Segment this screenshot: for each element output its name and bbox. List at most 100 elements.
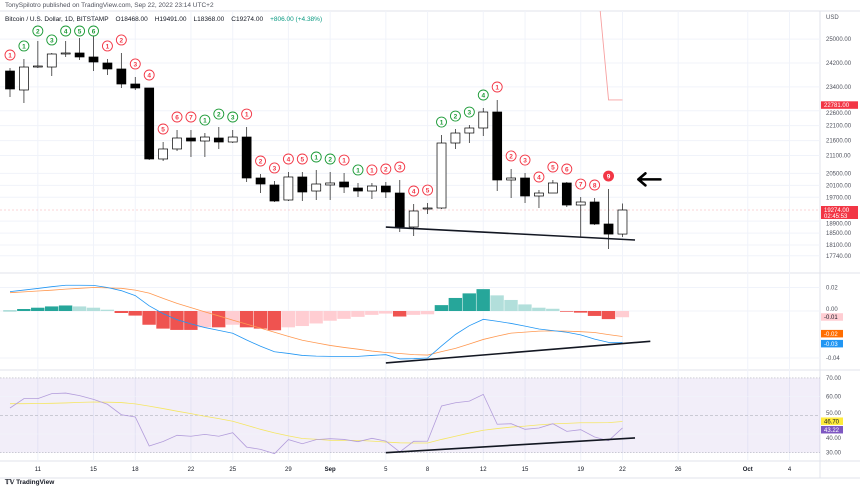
td-count-marker: 4 <box>408 185 420 197</box>
td-count-circle <box>282 153 294 165</box>
td-count-marker: 5 <box>74 25 86 37</box>
td-count-circle <box>352 164 364 176</box>
candle <box>492 100 503 192</box>
td-count-number: 5 <box>426 187 430 194</box>
td-count-marker: 4 <box>477 89 489 101</box>
candle <box>88 32 99 72</box>
td-count-circle <box>101 40 113 52</box>
macd-histogram-bar <box>546 308 560 311</box>
candle <box>186 130 196 157</box>
candle-body <box>269 184 280 202</box>
candle-body <box>367 185 377 192</box>
tv-logo-icon: 𝕋𝕍 <box>5 479 17 486</box>
td-count-number: 3 <box>273 165 277 172</box>
candle-body <box>297 176 308 193</box>
candle-body <box>186 137 196 142</box>
candle-body <box>158 148 168 160</box>
candle-body <box>492 111 503 181</box>
td-count-number: 2 <box>384 166 388 173</box>
td-count-circle <box>408 185 420 197</box>
candle <box>102 58 113 75</box>
macd-histogram-bar <box>337 311 351 319</box>
macd-histogram-bar <box>601 311 616 320</box>
symbol-title[interactable]: Bitcoin / U.S. Dollar, 1D, BITSTAMP <box>5 16 109 23</box>
td-count-marker: 1 <box>241 108 253 120</box>
td-count-marker: 3 <box>463 106 475 118</box>
candle <box>478 108 489 136</box>
candle-body <box>408 210 419 228</box>
candle-body <box>283 176 294 201</box>
candle <box>520 173 530 204</box>
tradingview-logo[interactable]: 𝕋𝕍 TradingView <box>5 478 54 486</box>
td-count-number: 5 <box>161 126 165 133</box>
candle <box>394 180 405 232</box>
candle-body <box>561 182 572 206</box>
candle <box>269 180 280 202</box>
macd-histogram-bar <box>434 305 449 311</box>
td-count-circle <box>115 34 127 46</box>
td-count-circle <box>60 25 72 37</box>
macd-histogram-bar <box>142 311 156 325</box>
td-count-circle <box>519 154 531 166</box>
td-count-marker: 6 <box>88 25 99 37</box>
td-count-number: 6 <box>92 28 96 35</box>
candle-body <box>450 132 461 144</box>
td-count-number: 4 <box>537 174 541 181</box>
td-count-number: 3 <box>523 157 527 164</box>
candle <box>422 203 433 214</box>
td-count-number: 7 <box>579 181 583 188</box>
td-count-number: 1 <box>495 84 499 91</box>
candle-body <box>534 192 544 197</box>
macd-value-tag <box>821 313 843 321</box>
candle <box>255 174 266 194</box>
time-tick-label: Oct <box>743 467 753 473</box>
td-count-number: 1 <box>314 154 318 161</box>
td-count-marker: 3 <box>129 58 141 70</box>
candle <box>380 182 391 198</box>
candle <box>116 52 127 88</box>
td-count-circle <box>324 153 336 165</box>
macd-histogram-bar <box>420 311 435 315</box>
macd-histogram-bar <box>212 311 226 328</box>
candle <box>436 135 447 209</box>
td-count-number: 1 <box>203 117 207 124</box>
td-count-circle <box>199 114 211 126</box>
td-count-number: 3 <box>231 114 235 121</box>
time-tick-label: 5 <box>384 467 388 473</box>
candle-body <box>255 177 266 185</box>
price-tick-label: 20500.00 <box>826 171 852 177</box>
candle-body <box>74 52 85 58</box>
price-tag <box>821 206 858 219</box>
td-count-number: 1 <box>370 167 374 174</box>
time-tick-label: 29 <box>285 467 292 473</box>
macd-histogram-bar <box>170 311 184 330</box>
rsi-value-tag <box>821 417 843 425</box>
td-count-number: 5 <box>301 156 305 163</box>
price-tag-value: 22781.00 <box>824 103 850 109</box>
macd-histogram-bar <box>351 311 365 317</box>
candle-body <box>506 177 516 181</box>
td-count-marker: 1 <box>101 40 113 52</box>
macd-histogram-bar <box>365 311 379 315</box>
td-count-number: 1 <box>440 119 444 126</box>
td-count-marker: 4 <box>282 153 294 165</box>
time-tick-label: 11 <box>35 467 42 473</box>
time-tick-label: 4 <box>788 467 792 473</box>
candle <box>353 182 363 198</box>
td-count-circle <box>491 81 503 93</box>
time-tick-label: 12 <box>480 467 487 473</box>
candle-body <box>603 223 614 235</box>
candle-body <box>325 182 336 186</box>
td-count-circle <box>74 25 86 37</box>
td-count-marker: 1 <box>491 81 503 93</box>
td-count-number: 1 <box>22 43 26 50</box>
candle-body <box>5 70 15 90</box>
macd-histogram-bar <box>100 309 115 311</box>
rsi-line <box>9 392 623 455</box>
support-trendline <box>385 226 636 241</box>
rsi-tick-label: 70.00 <box>826 376 842 382</box>
td-count-circle <box>46 34 58 46</box>
candle-body <box>200 136 210 142</box>
candle <box>311 170 322 200</box>
